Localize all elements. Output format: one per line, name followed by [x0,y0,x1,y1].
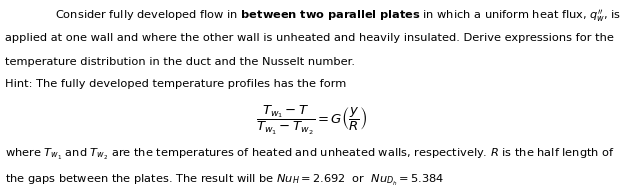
Text: the gaps between the plates. The result will be $Nu_H = 2.692$  or  $Nu_{D_h} = : the gaps between the plates. The result … [5,173,444,187]
Text: temperature distribution in the duct and the Nusselt number.: temperature distribution in the duct and… [5,57,355,67]
Text: Consider fully developed flow in $\mathbf{between\ two\ parallel\ plates}$ in wh: Consider fully developed flow in $\mathb… [55,8,621,24]
Text: where $T_{w_1}$ and $T_{w_2}$ are the temperatures of heated and unheated walls,: where $T_{w_1}$ and $T_{w_2}$ are the te… [5,147,615,162]
Text: Hint: The fully developed temperature profiles has the form: Hint: The fully developed temperature pr… [5,79,346,88]
Text: $\dfrac{T_{w_1} - T}{T_{w_1} - T_{w_2}} = G\left(\dfrac{y}{R}\right)$: $\dfrac{T_{w_1} - T}{T_{w_1} - T_{w_2}} … [256,104,367,137]
Text: applied at one wall and where the other wall is unheated and heavily insulated. : applied at one wall and where the other … [5,33,614,43]
